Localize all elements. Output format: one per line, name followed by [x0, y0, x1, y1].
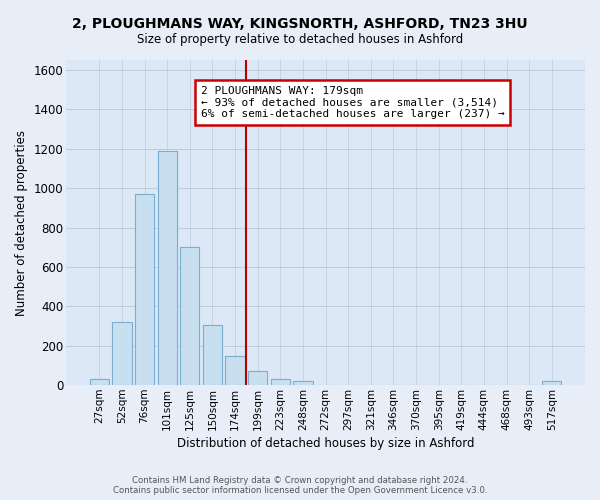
- Bar: [158, 150, 177, 385]
- Bar: [203, 325, 222, 385]
- Bar: [248, 372, 267, 385]
- Bar: [112, 322, 131, 385]
- Text: Contains HM Land Registry data © Crown copyright and database right 2024.
Contai: Contains HM Land Registry data © Crown c…: [113, 476, 487, 495]
- Text: 2 PLOUGHMANS WAY: 179sqm
← 93% of detached houses are smaller (3,514)
6% of semi: 2 PLOUGHMANS WAY: 179sqm ← 93% of detach…: [201, 86, 505, 119]
- Bar: [226, 356, 245, 385]
- Text: 2, PLOUGHMANS WAY, KINGSNORTH, ASHFORD, TN23 3HU: 2, PLOUGHMANS WAY, KINGSNORTH, ASHFORD, …: [72, 18, 528, 32]
- X-axis label: Distribution of detached houses by size in Ashford: Distribution of detached houses by size …: [177, 437, 474, 450]
- Bar: [180, 247, 199, 385]
- Y-axis label: Number of detached properties: Number of detached properties: [15, 130, 28, 316]
- Bar: [135, 194, 154, 385]
- Bar: [542, 381, 562, 385]
- Bar: [293, 381, 313, 385]
- Bar: [271, 379, 290, 385]
- Text: Size of property relative to detached houses in Ashford: Size of property relative to detached ho…: [137, 32, 463, 46]
- Bar: [89, 379, 109, 385]
